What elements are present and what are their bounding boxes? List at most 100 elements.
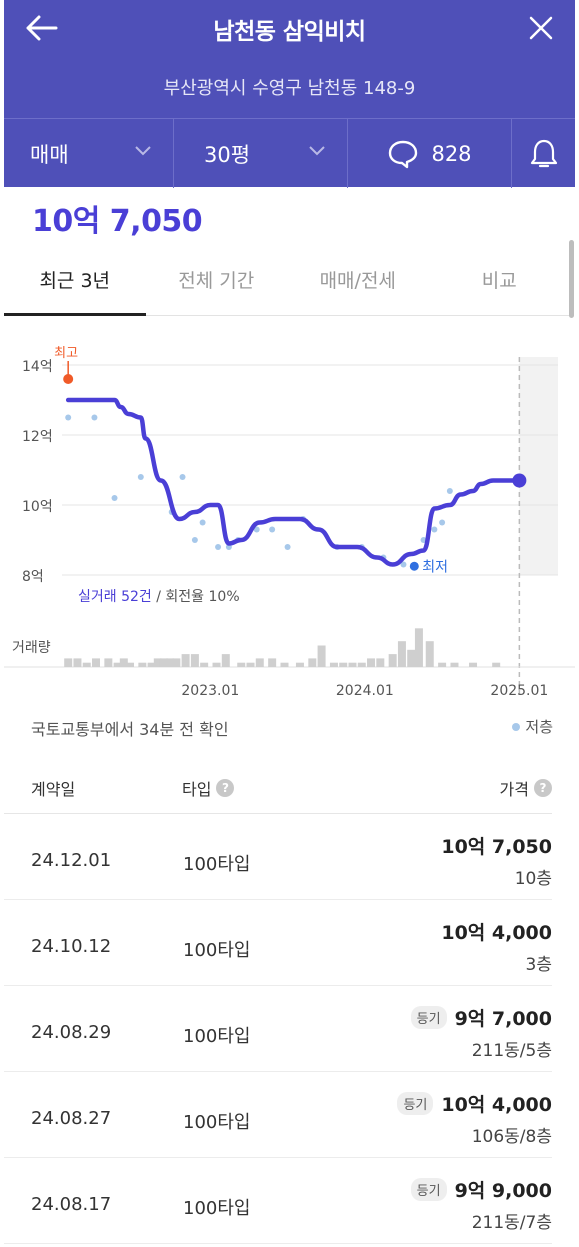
trade-type-select[interactable]: 매매 [4, 119, 174, 188]
size-label: 30평 [204, 142, 251, 167]
scatter-point [199, 519, 206, 526]
volume-bar [190, 654, 199, 667]
row-floor: 3층 [525, 955, 552, 975]
close-icon [529, 16, 553, 40]
scrollbar[interactable] [569, 240, 574, 318]
alert-button[interactable] [512, 119, 575, 188]
volume-bar [308, 658, 317, 667]
col-price: 가격 ? [500, 776, 552, 800]
row-date: 24.08.29 [31, 1022, 112, 1043]
row-price-value: 9억 9,000 [454, 1180, 552, 1202]
scatter-point [284, 544, 291, 550]
current-price-point [512, 473, 527, 488]
table-row[interactable]: 24.08.17 100타입 등기 9억 9,000 211동/7층 [4, 1158, 552, 1244]
volume-bar [82, 662, 91, 667]
volume-bar [91, 658, 100, 667]
chevron-down-icon [309, 146, 325, 156]
registered-badge: 등기 [410, 1006, 447, 1029]
help-icon[interactable]: ? [216, 779, 235, 797]
volume-bar [153, 658, 162, 667]
volume-bar [147, 662, 156, 667]
volume-bar [450, 662, 459, 667]
volume-bar [367, 658, 376, 667]
scatter-point [253, 526, 260, 533]
row-floor: 211동/5층 [471, 1041, 552, 1061]
row-price-value: 9억 7,000 [454, 1008, 552, 1030]
volume-bar [492, 662, 501, 667]
volume-bar [159, 658, 168, 667]
y-tick-label: 8억 [22, 569, 44, 585]
table-row[interactable]: 24.08.29 100타입 등기 9억 7,000 211동/5층 [4, 986, 552, 1072]
row-floor: 211동/7층 [471, 1213, 552, 1233]
legend-dot [512, 722, 521, 731]
volume-bar [104, 658, 113, 667]
scatter-point [446, 488, 453, 494]
table-row[interactable]: 24.08.27 100타입 등기 10억 4,000 106동/8층 [4, 1072, 552, 1158]
volume-bar [317, 645, 326, 667]
back-button[interactable] [26, 10, 66, 46]
row-date: 24.10.12 [31, 936, 112, 957]
min-label: 최저 [422, 559, 448, 575]
row-type: 100타입 [183, 1198, 251, 1219]
row-date: 24.08.17 [31, 1194, 112, 1215]
volume-bar [329, 662, 338, 667]
volume-bar [212, 662, 221, 667]
row-type: 100타입 [183, 1112, 251, 1133]
volume-bar [268, 658, 277, 667]
volume-bar [255, 658, 264, 667]
comments-button[interactable]: 828 [348, 119, 512, 188]
scatter-point [91, 414, 98, 421]
row-price: 10억 7,050 [441, 832, 552, 859]
arrow-left-icon [26, 15, 58, 41]
period-tabs: 최근 3년 전체 기간 매매/전세 비교 [4, 252, 570, 316]
min-marker [409, 561, 419, 571]
registered-badge: 등기 [410, 1178, 447, 1201]
volume-bar [119, 658, 128, 667]
col-price-label: 가격 [499, 780, 529, 799]
volume-bar [246, 662, 255, 667]
row-price: 등기 10억 4,000 [397, 1090, 552, 1117]
trade-count: 실거래 52건 [78, 589, 152, 605]
row-price: 등기 9억 7,000 [410, 1004, 552, 1031]
comment-count: 828 [431, 141, 472, 166]
y-tick-label: 14억 [22, 359, 53, 375]
turnover-rate: / 회전율 10% [152, 589, 240, 605]
close-button[interactable] [523, 10, 559, 46]
row-type: 100타입 [183, 940, 251, 961]
header-bar: 남천동 삼익비치 부산광역시 수영구 남천동 148-9 매매 30평 828 [4, 0, 575, 188]
col-date: 계약일 [31, 780, 76, 799]
volume-bar [113, 662, 122, 667]
volume-bar [172, 658, 181, 667]
scatter-point [65, 414, 72, 421]
row-type: 100타입 [183, 1026, 251, 1047]
volume-bar [469, 662, 478, 667]
tab-recent-3y[interactable]: 최근 3년 [4, 252, 146, 316]
x-tick-label: 2023.01 [181, 683, 239, 699]
row-price-value: 10억 7,050 [441, 836, 552, 858]
row-price-value: 10억 4,000 [441, 922, 552, 944]
row-date: 24.08.27 [31, 1108, 112, 1129]
volume-bar [414, 628, 423, 667]
row-price-value: 10억 4,000 [441, 1094, 552, 1116]
table-row[interactable]: 24.10.12 100타입 10억 4,000 3층 [4, 900, 552, 986]
volume-bar [438, 662, 447, 667]
scatter-point [111, 495, 118, 501]
table-header: 계약일 타입 ? 가격 ? [4, 762, 552, 814]
row-floor: 106동/8층 [471, 1127, 552, 1147]
table-row[interactable]: 24.12.01 100타입 10억 7,050 10층 [4, 814, 552, 900]
x-tick-label: 2025.01 [490, 683, 548, 699]
size-select[interactable]: 30평 [174, 119, 348, 188]
tab-sale-jeonse[interactable]: 매매/전세 [319, 270, 396, 292]
data-source-note: 국토교통부에서 34분 전 확인 [31, 720, 229, 739]
tab-all-period[interactable]: 전체 기간 [178, 270, 255, 292]
volume-bar [295, 662, 304, 667]
volume-bar [138, 662, 147, 667]
row-price: 10억 4,000 [441, 918, 552, 945]
row-floor: 10층 [514, 869, 552, 889]
volume-bar [357, 662, 366, 667]
volume-bar [407, 649, 416, 667]
volume-bar [280, 662, 289, 667]
tab-compare[interactable]: 비교 [481, 270, 517, 292]
help-icon[interactable]: ? [534, 779, 552, 797]
price-trend-line [65, 397, 522, 567]
